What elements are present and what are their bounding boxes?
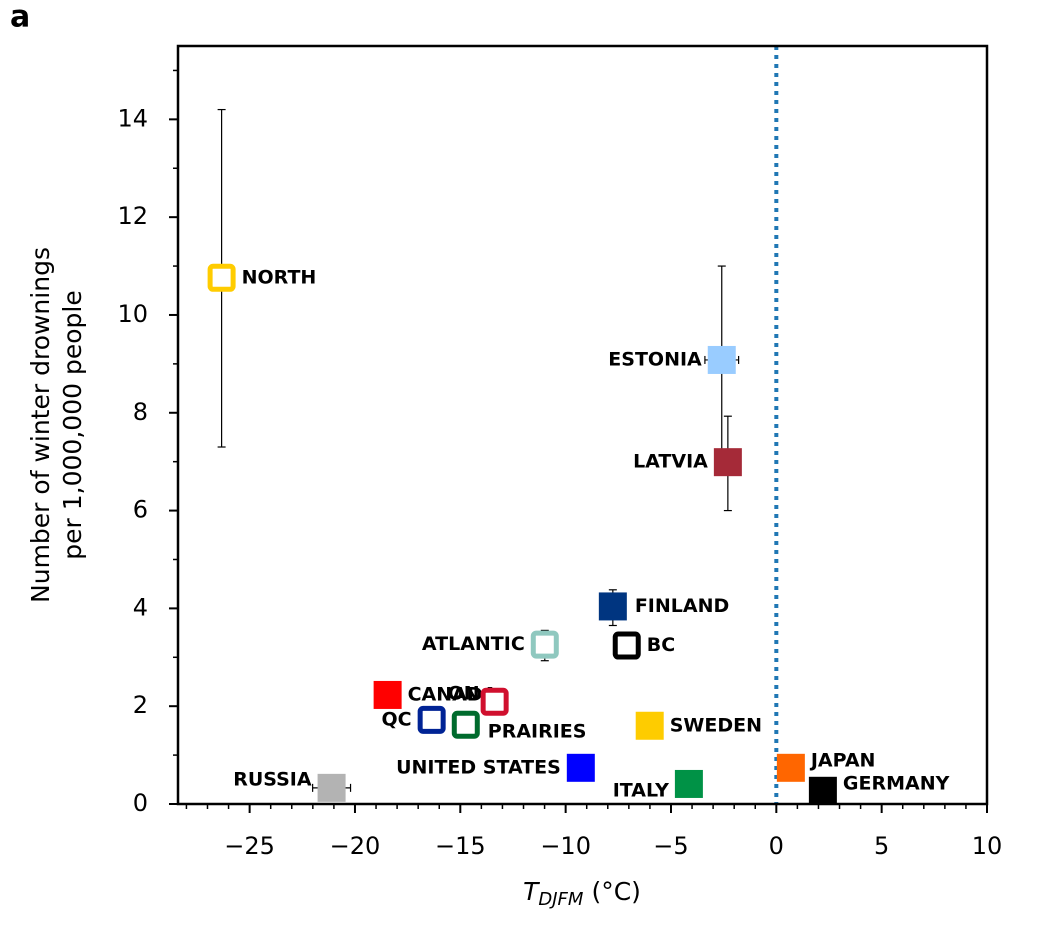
y-axis-label: Number of winter drownings per 1,000,000 … [26,247,87,603]
point [707,345,736,374]
point [530,630,559,659]
point-label: UNITED STATES [396,756,561,778]
point [713,448,742,477]
point-label: GERMANY [843,772,950,794]
y-tick-label: 12 [117,202,148,230]
x-tick-label: 5 [874,832,889,860]
panel-label: a [10,0,30,35]
point [451,710,480,739]
y-tick-label: 10 [117,300,148,328]
y-tick-label: 4 [133,593,148,621]
y-tick-label: 2 [133,691,148,719]
x-tick-label: 10 [972,832,1003,860]
point-label: CANADA [408,683,498,705]
x-label-subscript: DJFM [538,889,584,910]
point-label: BC [647,634,675,656]
point-label: RUSSIA [233,768,312,790]
point-label: SWEDEN [670,714,762,736]
point [207,263,236,292]
y-axis-label-line: per 1,000,000 people [58,290,87,559]
point [674,769,703,798]
x-tick-label: −15 [435,832,486,860]
point-label: LATVIA [633,451,708,473]
y-tick-label: 0 [133,789,148,817]
point [808,776,837,805]
point-label: ITALY [613,779,669,801]
x-tick-label: −10 [540,832,591,860]
point-label: JAPAN [809,749,876,771]
x-label-unit: (°C) [591,877,640,906]
x-tick-label: −25 [224,832,275,860]
point [480,687,509,716]
point-label: FINLAND [635,595,729,617]
point [417,705,446,734]
point [598,592,627,621]
x-tick-label: −20 [330,832,381,860]
point [373,680,402,709]
point-label: NORTH [242,266,317,288]
point [635,711,664,740]
point [776,753,805,782]
x-tick-label: 0 [769,832,784,860]
x-axis-label: TDJFM (°C) [523,877,641,910]
y-tick-label: 8 [133,398,148,426]
point [566,753,595,782]
point [612,631,641,660]
x-label-symbol: T [523,877,540,906]
point-label: QC [382,708,412,730]
point-label: ON [448,682,480,704]
y-tick-label: 14 [117,104,148,132]
point [317,773,346,802]
x-tick-label: −5 [653,832,688,860]
y-tick-label: 6 [133,496,148,524]
point-label: PRAIRIES [488,720,587,742]
point-label: ATLANTIC [422,633,525,655]
y-axis-label-line: Number of winter drownings [26,247,55,603]
plot-frame [176,44,989,806]
point-label: ESTONIA [608,348,702,370]
